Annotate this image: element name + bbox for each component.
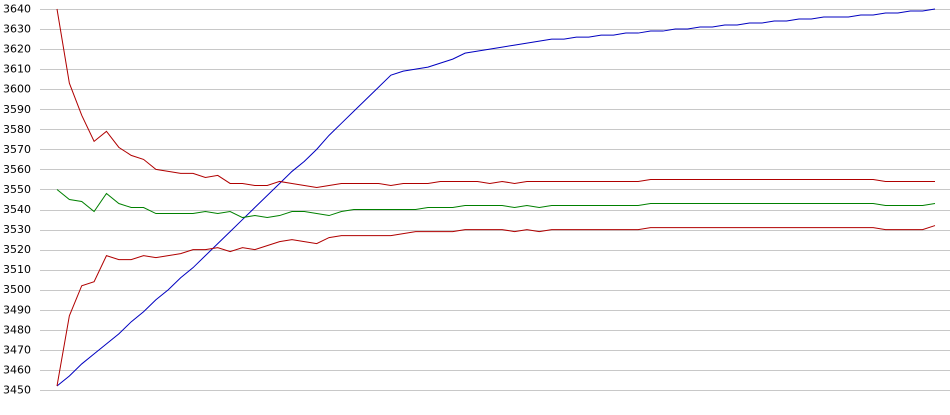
y-tick-label: 3510 <box>3 263 31 276</box>
y-tick-label: 3480 <box>3 323 31 336</box>
y-tick-label: 3610 <box>3 63 31 76</box>
y-tick-label: 3560 <box>3 163 31 176</box>
y-tick-label: 3450 <box>3 384 31 397</box>
y-tick-label: 3550 <box>3 183 31 196</box>
y-tick-label: 3460 <box>3 363 31 376</box>
y-tick-label: 3580 <box>3 123 31 136</box>
y-tick-label: 3570 <box>3 143 31 156</box>
series-line <box>56 8 936 387</box>
y-tick-label: 3490 <box>3 303 31 316</box>
series-line <box>56 189 936 219</box>
y-tick-label: 3590 <box>3 103 31 116</box>
y-tick-label: 3600 <box>3 83 31 96</box>
series-line <box>56 225 936 387</box>
y-tick-label: 3470 <box>3 343 31 356</box>
y-tick-label: 3640 <box>3 3 31 16</box>
y-tick-label: 3620 <box>3 43 31 56</box>
y-tick-label: 3540 <box>3 203 31 216</box>
series-line <box>56 8 935 188</box>
y-tick-label: 3630 <box>3 23 31 36</box>
y-tick-label: 3500 <box>3 283 31 296</box>
y-tick-label: 3520 <box>3 243 31 256</box>
y-tick-label: 3530 <box>3 223 31 236</box>
